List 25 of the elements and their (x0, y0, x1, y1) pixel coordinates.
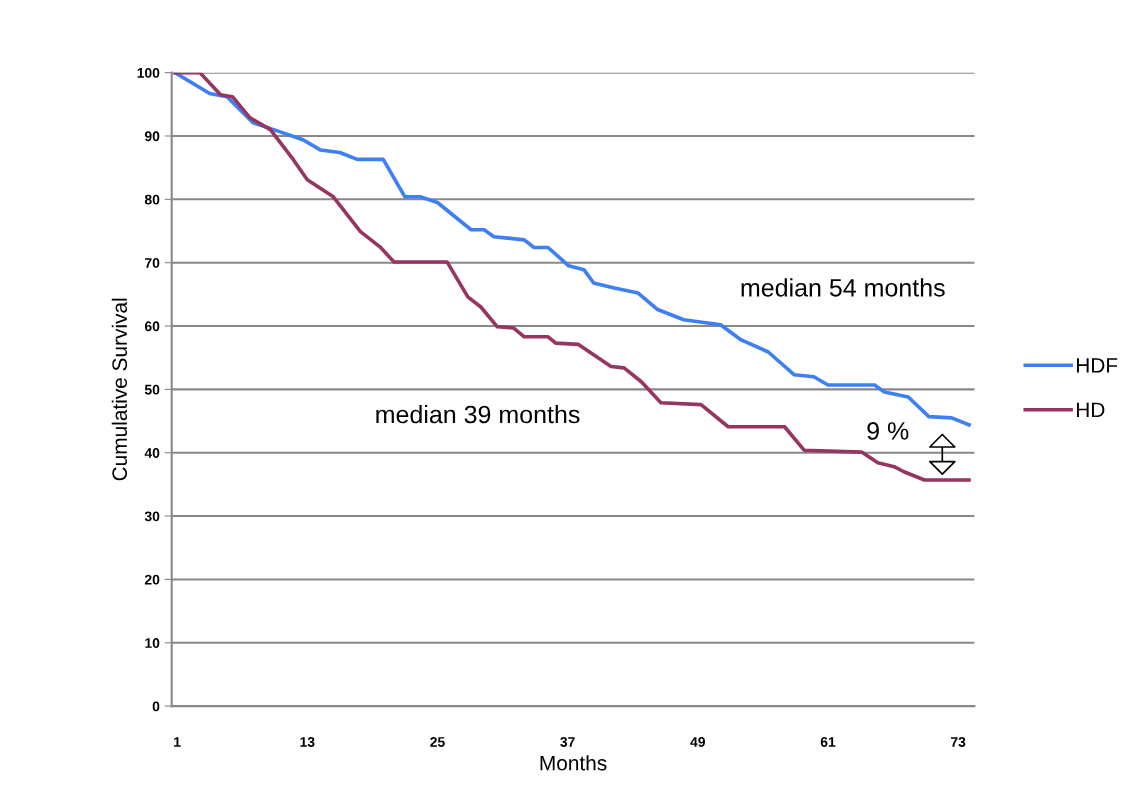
x-tick-label: 1 (174, 737, 181, 747)
x-tick-label: 37 (560, 737, 575, 747)
legend-label: HD (1076, 402, 1105, 417)
y-tick-label: 70 (145, 258, 160, 268)
annotation: 9 % (867, 422, 909, 440)
y-tick-label: 40 (144, 448, 160, 458)
y-tick-label: 0 (152, 701, 160, 712)
y-axis-title: Cumulative Survival (111, 298, 128, 481)
x-axis-title: Months (540, 755, 607, 771)
x-tick-label: 25 (430, 737, 445, 747)
annotation: median 54 months (741, 278, 945, 297)
x-tick-label: 13 (300, 737, 315, 747)
x-tick-label: 61 (820, 737, 836, 747)
legend-label: HDF (1076, 358, 1118, 373)
y-tick-label: 10 (145, 638, 160, 648)
x-tick-label: 73 (951, 737, 966, 747)
y-tick-label: 80 (144, 194, 160, 205)
x-tick-label: 49 (690, 737, 706, 747)
y-tick-label: 20 (144, 574, 160, 585)
y-tick-label: 60 (144, 321, 160, 332)
annotation: median 39 months (376, 404, 580, 424)
y-tick-label: 30 (144, 511, 160, 522)
y-tick-label: 50 (144, 384, 160, 395)
y-tick-label: 90 (144, 131, 160, 142)
y-tick-label: 100 (137, 67, 160, 78)
